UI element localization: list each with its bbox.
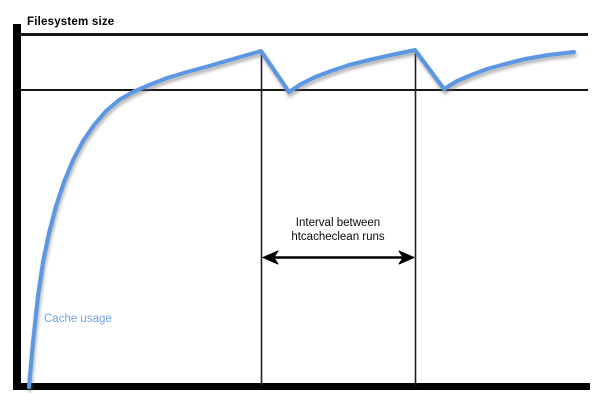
interval-annotation-line1: Interval between xyxy=(295,217,381,229)
cache-usage-label: Cache usage xyxy=(44,313,112,325)
filesystem-capacity-line xyxy=(21,33,588,36)
interval-arrow xyxy=(262,250,415,265)
x-axis-bar xyxy=(13,383,590,390)
filesystem-size-label: Filesystem size xyxy=(27,16,115,28)
y-axis-bar xyxy=(13,24,21,390)
interval-annotation: Interval between htcacheclean runs xyxy=(248,217,428,244)
clean-threshold-line xyxy=(21,89,588,91)
interval-annotation-line2: htcacheclean runs xyxy=(291,230,385,243)
